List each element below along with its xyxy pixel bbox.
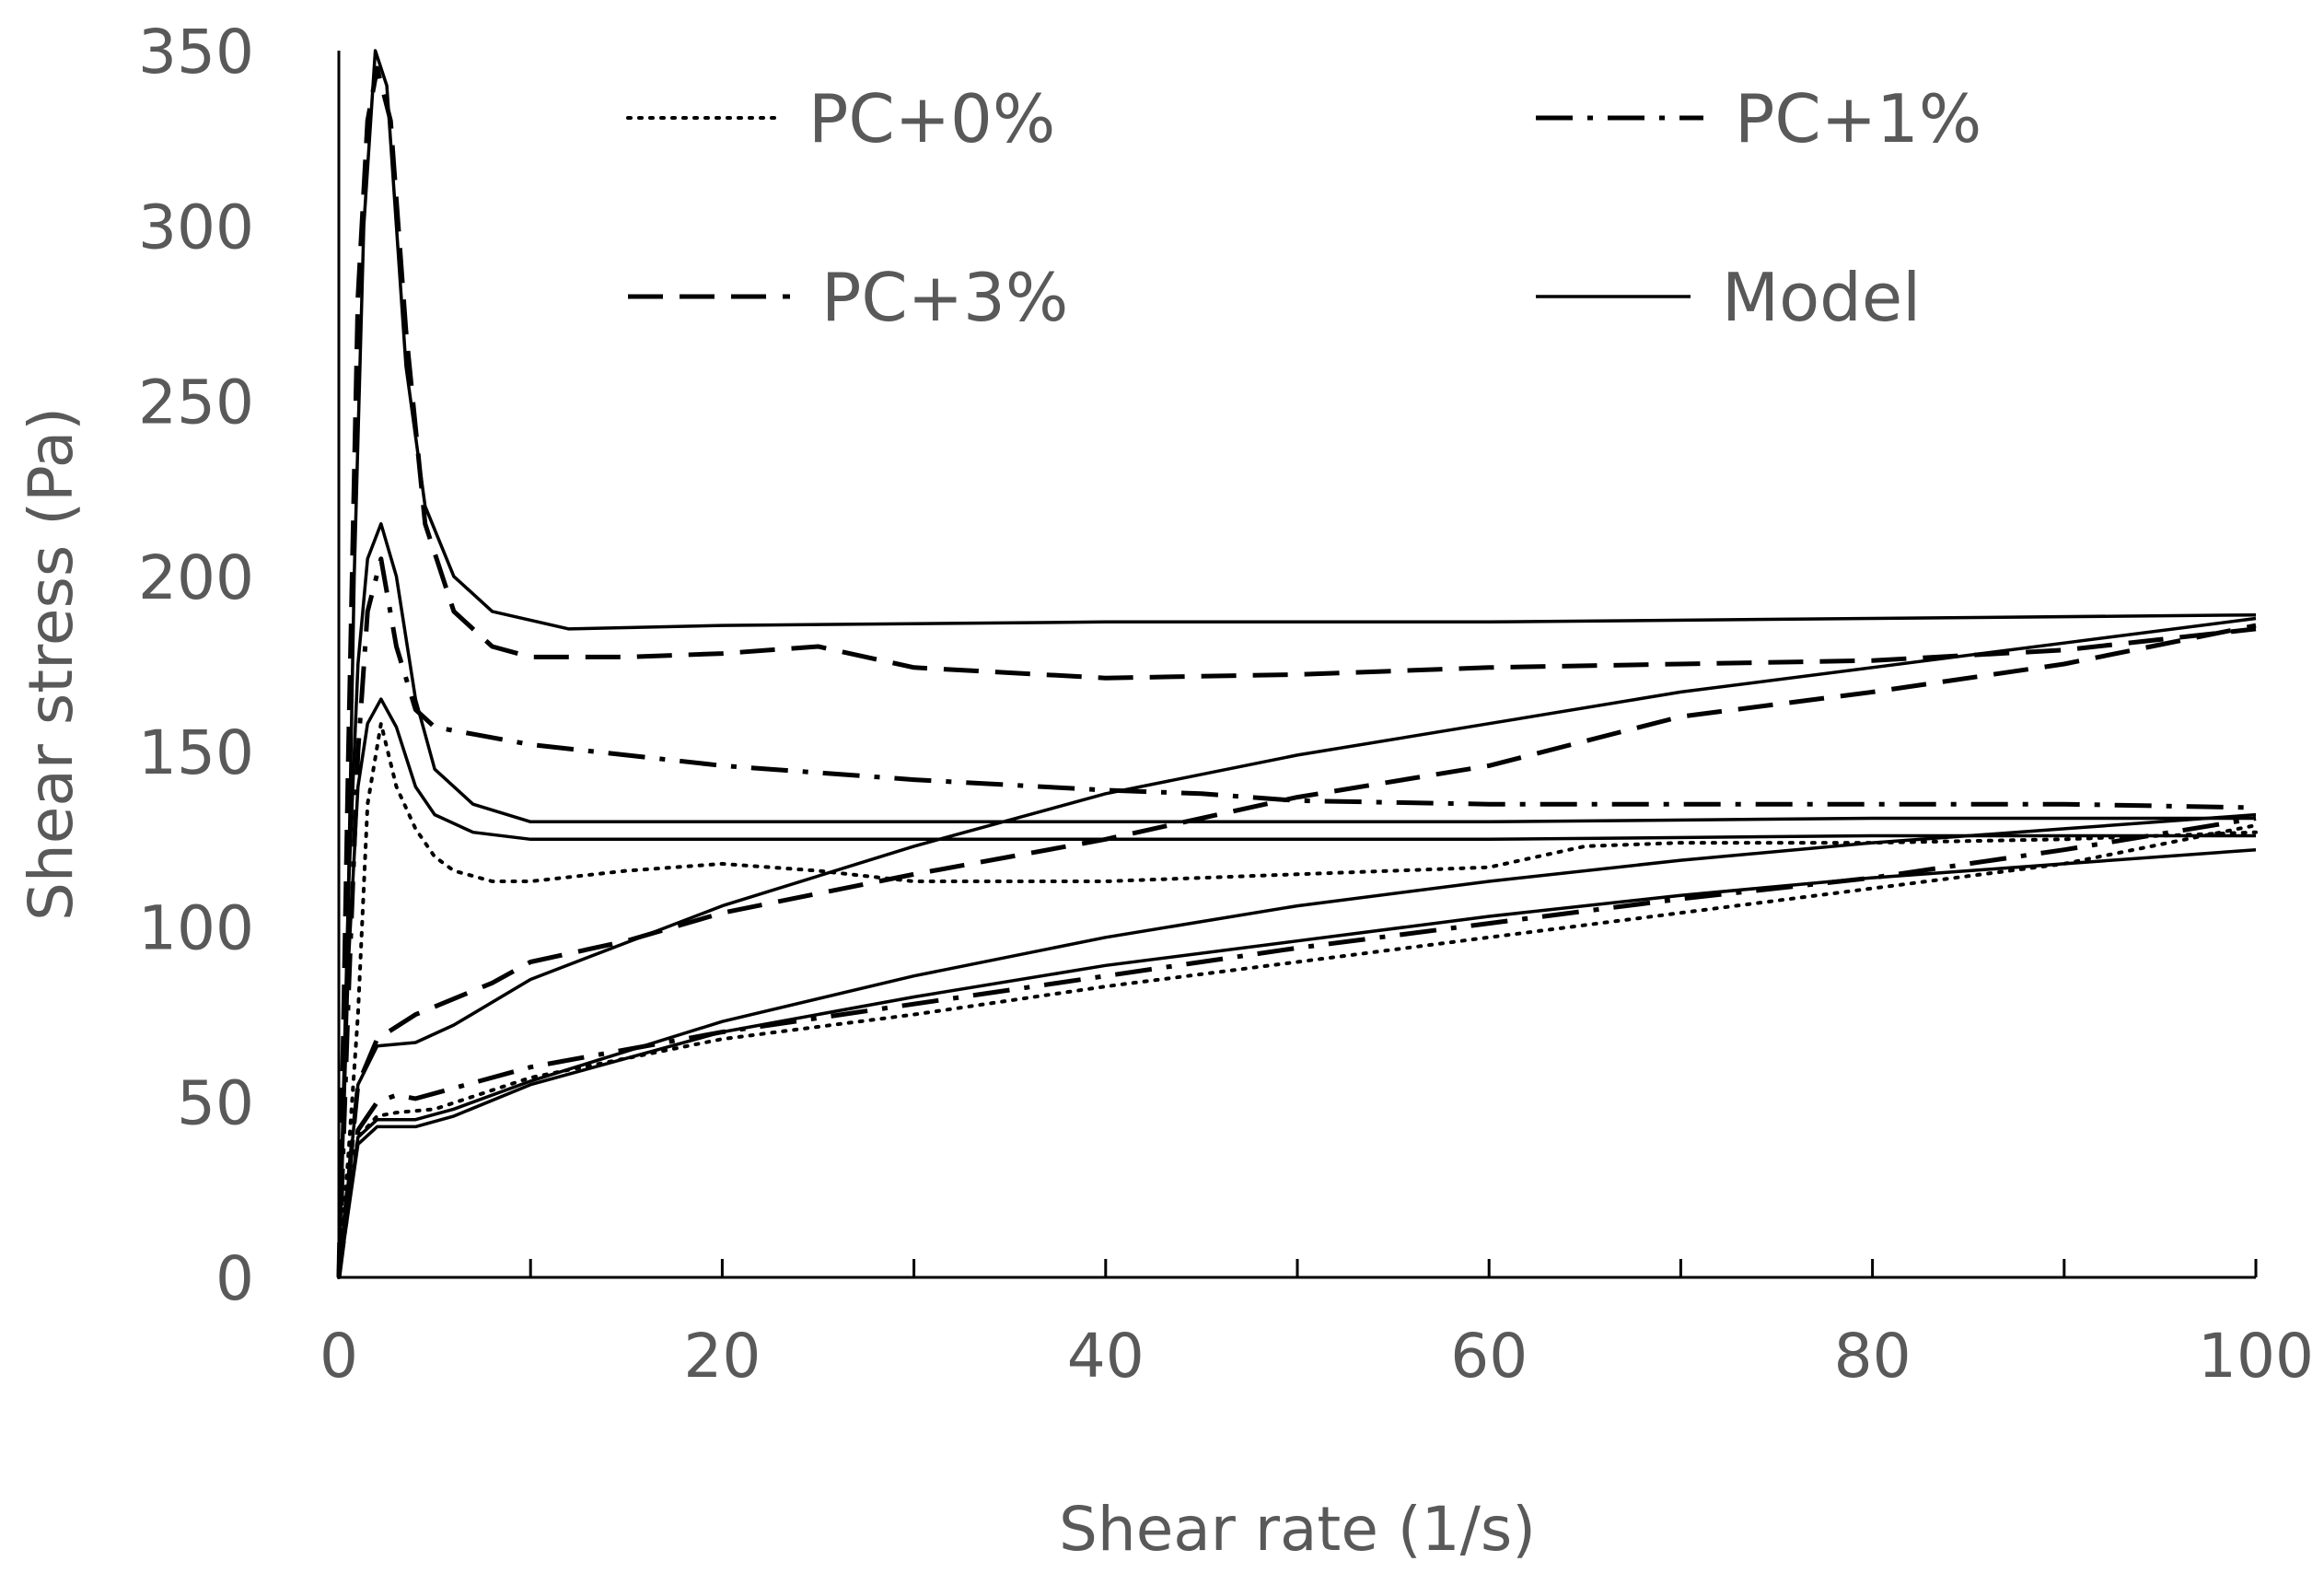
series-line-model — [337, 49, 2257, 1278]
legend-label: PC+3% — [821, 259, 1068, 336]
series-group — [336, 49, 2258, 1279]
legend-label: PC+1% — [1735, 80, 1981, 157]
x-tick-label: 100 — [2198, 1321, 2314, 1392]
series-line-model — [337, 697, 2256, 1278]
x-tick-label: 40 — [1067, 1321, 1145, 1392]
x-tick-label: 80 — [1834, 1321, 1911, 1392]
x-tick-label: 60 — [1450, 1321, 1528, 1392]
y-tick-label: 100 — [138, 892, 254, 963]
x-tick-label: 0 — [320, 1321, 358, 1392]
series-line-model — [337, 812, 2257, 1278]
series-line-pc-0 — [337, 823, 2258, 1279]
y-tick-label: 350 — [138, 17, 254, 87]
y-tick-label: 300 — [138, 192, 254, 262]
y-tick-label: 250 — [138, 367, 254, 438]
y-tick-label: 200 — [138, 542, 254, 613]
legend: PC+0% PC+1% PC+3% Model — [626, 80, 1981, 336]
series-line-pc-3 — [336, 623, 2257, 1278]
x-ticks: 0 20 40 60 80 100 — [320, 1259, 2314, 1392]
series-line-model — [337, 616, 2257, 1278]
legend-label: Model — [1722, 259, 1921, 336]
x-axis-title: Shear rate (1/s) — [1059, 1494, 1536, 1565]
series-line-pc-3 — [336, 65, 2257, 1278]
x-tick-label: 20 — [683, 1321, 761, 1392]
series-line-pc-1 — [336, 556, 2257, 1278]
series-line-pc-1 — [336, 816, 2257, 1278]
series-line-model — [337, 847, 2257, 1278]
y-tick-label: 0 — [215, 1243, 254, 1314]
series-line-pc-0 — [337, 721, 2258, 1279]
y-axis-title: Shear stress (Pa) — [16, 407, 87, 921]
y-tick-label: 150 — [138, 717, 254, 788]
series-line-model — [337, 522, 2256, 1278]
legend-label: PC+0% — [808, 80, 1055, 157]
y-tick-label: 50 — [177, 1068, 254, 1139]
y-ticks: 0 50 100 150 200 250 300 350 — [138, 17, 254, 1314]
